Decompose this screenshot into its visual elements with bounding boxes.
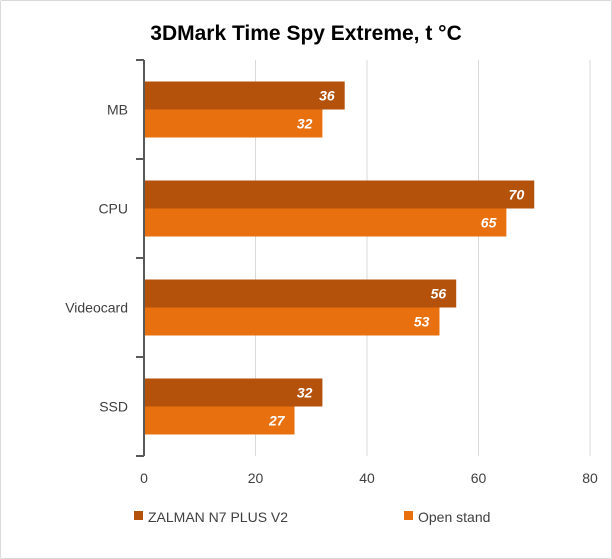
x-tick-label: 0: [140, 470, 148, 486]
legend-label: Open stand: [418, 509, 490, 525]
category-label: SSD: [99, 399, 128, 415]
legend-swatch: [404, 511, 413, 520]
bar-cpu-series-1: [145, 180, 535, 209]
data-label: 65: [481, 215, 497, 231]
data-label: 32: [297, 116, 313, 132]
chart-title: 3DMark Time Spy Extreme, t °C: [150, 22, 461, 45]
bar-ssd-series-1: [145, 378, 323, 407]
data-label: 27: [268, 413, 286, 429]
x-tick-label: 40: [359, 470, 375, 486]
x-tick-label: 20: [248, 470, 264, 486]
category-label: MB: [107, 102, 128, 118]
category-label: Videocard: [65, 300, 128, 316]
legend: ZALMAN N7 PLUS V2 Open stand: [134, 509, 490, 525]
axes: 0 20 40 60 80 MB CPU Videocard SSD: [65, 59, 598, 486]
bar-mb-series-2: [145, 109, 323, 138]
x-tick-label: 80: [582, 470, 598, 486]
legend-label: ZALMAN N7 PLUS V2: [148, 509, 288, 525]
bar-ssd-series-2: [145, 406, 295, 435]
bar-mb-series-1: [145, 81, 345, 110]
data-label: 53: [414, 314, 430, 330]
bar-cpu-series-2: [145, 208, 507, 237]
bar-videocard-series-2: [145, 307, 440, 336]
category-label: CPU: [98, 201, 128, 217]
data-label: 32: [297, 385, 313, 401]
legend-swatch: [134, 511, 143, 520]
data-label: 70: [509, 187, 525, 203]
data-label: 56: [431, 286, 447, 302]
data-label: 36: [319, 88, 335, 104]
bar-videocard-series-1: [145, 279, 457, 308]
x-tick-label: 60: [471, 470, 487, 486]
